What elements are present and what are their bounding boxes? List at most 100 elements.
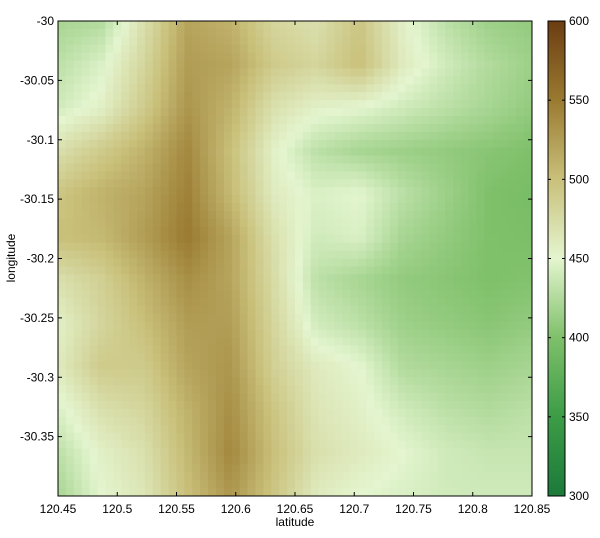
heatmap-cell	[334, 456, 343, 465]
heatmap-cell	[413, 68, 422, 78]
heatmap-cell	[287, 218, 296, 228]
heatmap-cell	[223, 68, 233, 78]
heatmap-cell	[334, 282, 343, 291]
heatmap-cell	[318, 76, 328, 85]
heatmap-cell	[350, 290, 359, 299]
heatmap-cell	[223, 147, 233, 157]
heatmap-cell	[176, 313, 185, 323]
heatmap-cell	[216, 195, 225, 204]
heatmap-cell	[334, 211, 343, 220]
heatmap-cell	[263, 211, 272, 220]
heatmap-cell	[468, 21, 478, 30]
heatmap-cell	[168, 123, 178, 133]
heatmap-cell	[350, 139, 359, 149]
heatmap-cell	[65, 377, 75, 386]
heatmap-cell	[58, 116, 67, 125]
heatmap-cell	[492, 298, 501, 307]
heatmap-cell	[421, 187, 430, 196]
heatmap-cell	[350, 408, 359, 418]
heatmap-cell	[137, 36, 146, 46]
heatmap-cell	[326, 456, 336, 465]
heatmap-cell	[413, 258, 422, 268]
heatmap-cell	[310, 52, 320, 62]
heatmap-cell	[129, 155, 138, 165]
heatmap-cell	[97, 234, 106, 244]
heatmap-cell	[295, 250, 304, 260]
heatmap-cell	[413, 266, 422, 275]
heatmap-cell	[81, 298, 91, 307]
heatmap-cell	[429, 250, 438, 260]
heatmap-cell	[216, 377, 225, 386]
heatmap-cell	[200, 329, 209, 339]
heatmap-cell	[279, 84, 288, 93]
heatmap-cell	[208, 211, 217, 220]
heatmap-cell	[231, 28, 241, 38]
heatmap-cell	[381, 52, 391, 62]
heatmap-cell	[397, 432, 407, 442]
heatmap-cell	[445, 313, 454, 323]
heatmap-cell	[460, 266, 470, 275]
heatmap-cell	[121, 139, 130, 149]
heatmap-cell	[413, 385, 422, 394]
heatmap-cell	[192, 440, 201, 450]
heatmap-cell	[168, 242, 178, 252]
heatmap-cell	[524, 44, 532, 54]
heatmap-cell	[239, 345, 249, 355]
heatmap-cell	[216, 123, 225, 133]
heatmap-cell	[160, 218, 170, 228]
heatmap-cell	[58, 203, 67, 212]
heatmap-cell	[302, 250, 312, 260]
heatmap-cell	[381, 179, 391, 188]
heatmap-cell	[397, 329, 407, 339]
heatmap-cell	[73, 306, 83, 315]
x-tick-label: 120.85	[514, 502, 551, 516]
heatmap-cell	[97, 480, 106, 489]
heatmap-cell	[73, 123, 83, 133]
heatmap-cell	[429, 464, 438, 473]
heatmap-cell	[413, 306, 422, 315]
heatmap-cell	[342, 488, 351, 496]
heatmap-cell	[168, 60, 178, 70]
heatmap-cell	[405, 100, 415, 109]
heatmap-cell	[263, 258, 272, 268]
heatmap-cell	[326, 123, 336, 133]
heatmap-cell	[389, 416, 399, 426]
heatmap-cell	[144, 416, 154, 426]
heatmap-cell	[152, 353, 162, 363]
heatmap-cell	[374, 480, 383, 489]
heatmap-cell	[460, 306, 470, 315]
heatmap-cell	[129, 298, 138, 307]
heatmap-cell	[516, 179, 525, 188]
heatmap-cell	[508, 456, 517, 465]
heatmap-cell	[500, 488, 509, 496]
heatmap-cell	[429, 242, 438, 252]
heatmap-cell	[484, 329, 494, 339]
heatmap-cell	[271, 28, 280, 38]
heatmap-cell	[381, 274, 391, 283]
heatmap-cell	[445, 321, 454, 331]
heatmap-cell	[192, 203, 201, 212]
heatmap-cell	[121, 131, 130, 141]
heatmap-cell	[397, 298, 407, 307]
heatmap-cell	[476, 76, 486, 85]
heatmap-cell	[129, 258, 138, 268]
heatmap-cell	[129, 448, 138, 458]
heatmap-cell	[144, 226, 154, 236]
heatmap-cell	[144, 163, 154, 173]
heatmap-cell	[492, 321, 501, 331]
heatmap-cell	[168, 408, 178, 418]
heatmap-cell	[89, 472, 99, 481]
heatmap-cell	[508, 226, 517, 236]
heatmap-cell	[216, 306, 225, 315]
heatmap-cell	[492, 163, 501, 173]
heatmap-cell	[168, 155, 178, 165]
heatmap-cell	[453, 480, 462, 489]
heatmap-cell	[263, 68, 272, 78]
heatmap-cell	[81, 84, 91, 93]
heatmap-cell	[413, 416, 422, 426]
heatmap-cell	[397, 464, 407, 473]
heatmap-cell	[302, 163, 312, 173]
heatmap-cell	[152, 480, 162, 489]
heatmap-cell	[460, 353, 470, 363]
heatmap-cell	[208, 250, 217, 260]
